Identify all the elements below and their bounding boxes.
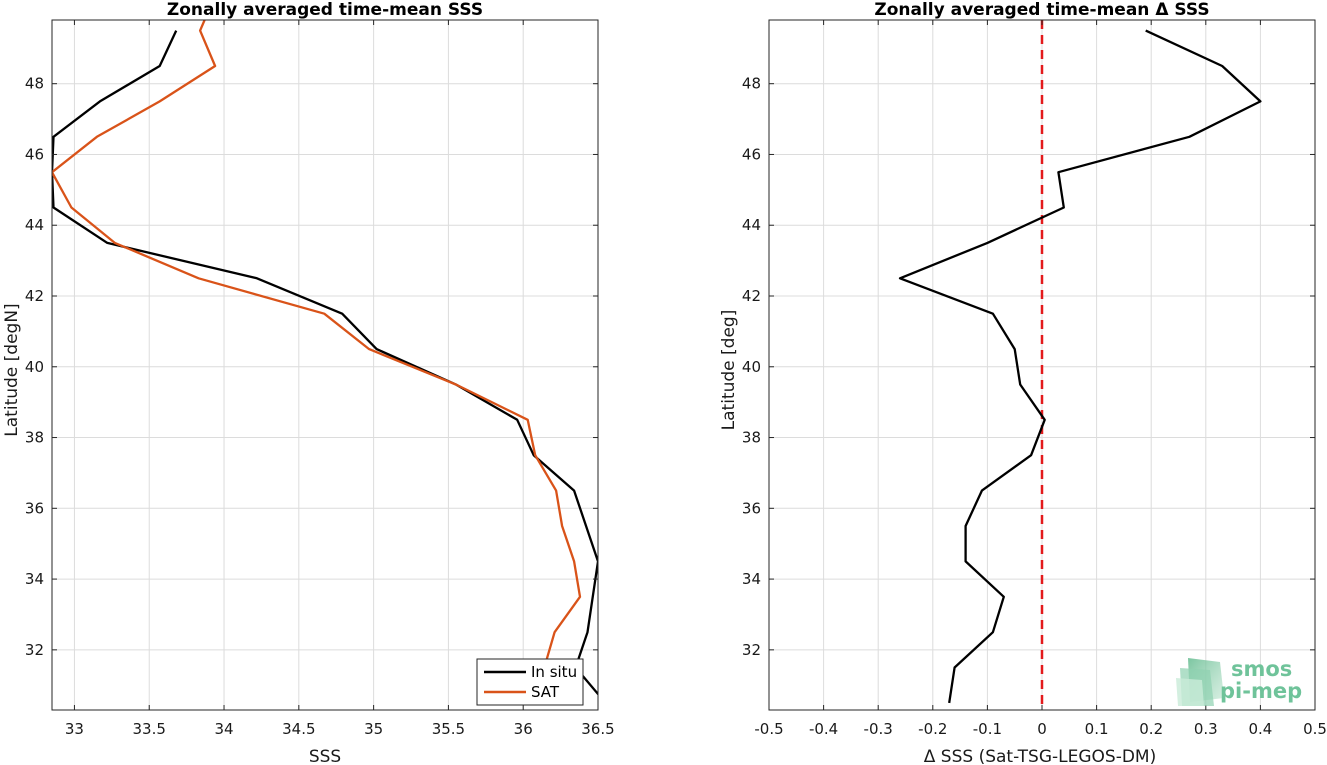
x-tick-label: 0 xyxy=(1037,720,1047,738)
y-tick-label: 40 xyxy=(742,358,761,376)
y-tick-label: 40 xyxy=(25,358,44,376)
series-right xyxy=(898,20,1262,710)
x-tick-label: 0.5 xyxy=(1303,720,1327,738)
logo-mark-layer-2 xyxy=(1176,678,1204,706)
x-tick-label: -0.1 xyxy=(973,720,1002,738)
y-tick-label: 44 xyxy=(25,216,44,234)
y-tick-label: 36 xyxy=(25,499,44,517)
chart-title-left: Zonally averaged time-mean SSS xyxy=(167,0,483,20)
legend-box xyxy=(476,658,584,706)
legend-label-sat: SAT xyxy=(531,683,560,701)
x-tick-label: 34.5 xyxy=(282,720,315,738)
y-tick-label: 38 xyxy=(742,429,761,447)
y-tick-label: 34 xyxy=(25,570,44,588)
plot-area-left xyxy=(52,20,598,710)
axes-box-left xyxy=(51,19,599,711)
series-line-sat xyxy=(52,20,582,704)
x-tick-label: 36 xyxy=(514,720,533,738)
y-tick-label: 44 xyxy=(742,216,761,234)
y-tick-label: 36 xyxy=(742,499,761,517)
x-tick-label: 34 xyxy=(214,720,233,738)
y-axis-label-right: Latitude [deg] xyxy=(719,310,739,431)
x-axis-label-right: Δ SSS (Sat-TSG-LEGOS-DM) xyxy=(924,747,1156,765)
x-ticks-left: 33 33.5 34 34.5 35 35.5 36 36.5 xyxy=(65,20,615,738)
y-tick-label: 46 xyxy=(742,145,761,163)
x-tick-label: 0.1 xyxy=(1085,720,1109,738)
logo-text-smos: smos xyxy=(1231,657,1292,681)
x-tick-label: -0.3 xyxy=(864,720,893,738)
legend-label-insitu: In situ xyxy=(531,663,577,681)
y-axis-label-left: Latitude [degN] xyxy=(2,303,22,436)
y-tick-label: 32 xyxy=(25,641,44,659)
y-tick-label: 42 xyxy=(25,287,44,305)
x-tick-label: -0.4 xyxy=(809,720,838,738)
x-ticks-right: -0.5 -0.4 -0.3 -0.2 -0.1 0 0.1 0.2 0.3 0.4 0.5 xyxy=(754,20,1327,738)
x-tick-label: -0.2 xyxy=(918,720,947,738)
y-tick-label: 32 xyxy=(742,641,761,659)
x-axis-label-left: SSS xyxy=(309,747,341,765)
smos-pi-mep-logo: smos pi-mep xyxy=(1176,657,1302,706)
x-tick-label: 0.2 xyxy=(1139,720,1163,738)
y-ticks-right: 32 34 36 38 40 42 44 46 48 xyxy=(742,75,1315,659)
series-line-in-situ xyxy=(52,30,598,696)
y-tick-label: 42 xyxy=(742,287,761,305)
chart-title-right: Zonally averaged time-mean Δ SSS xyxy=(874,0,1209,20)
series-line-delta-sss xyxy=(898,29,1262,704)
y-tick-label: 48 xyxy=(742,75,761,93)
x-tick-label: 33 xyxy=(65,720,84,738)
x-tick-label: 35 xyxy=(364,720,383,738)
series-left xyxy=(52,20,598,704)
x-tick-label: 36.5 xyxy=(581,720,614,738)
legend: In situ SAT xyxy=(476,658,584,706)
panel-right: -0.5 -0.4 -0.3 -0.2 -0.1 0 0.1 0.2 0.3 0.4 0.5 323… xyxy=(719,0,1327,765)
x-tick-label: -0.5 xyxy=(754,720,783,738)
x-tick-label: 35.5 xyxy=(432,720,465,738)
y-tick-label: 46 xyxy=(25,145,44,163)
grid-left xyxy=(52,20,599,710)
x-tick-label: 0.4 xyxy=(1248,720,1272,738)
y-tick-label: 38 xyxy=(25,429,44,447)
x-tick-label: 33.5 xyxy=(133,720,166,738)
panel-left: 33 33.5 34 34.5 35 35.5 36 36.5 32 34 36 38 40 42 44 4… xyxy=(2,0,615,765)
logo-text-pimep: pi-mep xyxy=(1220,679,1302,703)
y-tick-label: 48 xyxy=(25,75,44,93)
x-tick-label: 0.3 xyxy=(1194,720,1218,738)
y-tick-label: 34 xyxy=(742,570,761,588)
y-ticks-left: 32 34 36 38 40 42 44 46 48 xyxy=(25,75,598,659)
